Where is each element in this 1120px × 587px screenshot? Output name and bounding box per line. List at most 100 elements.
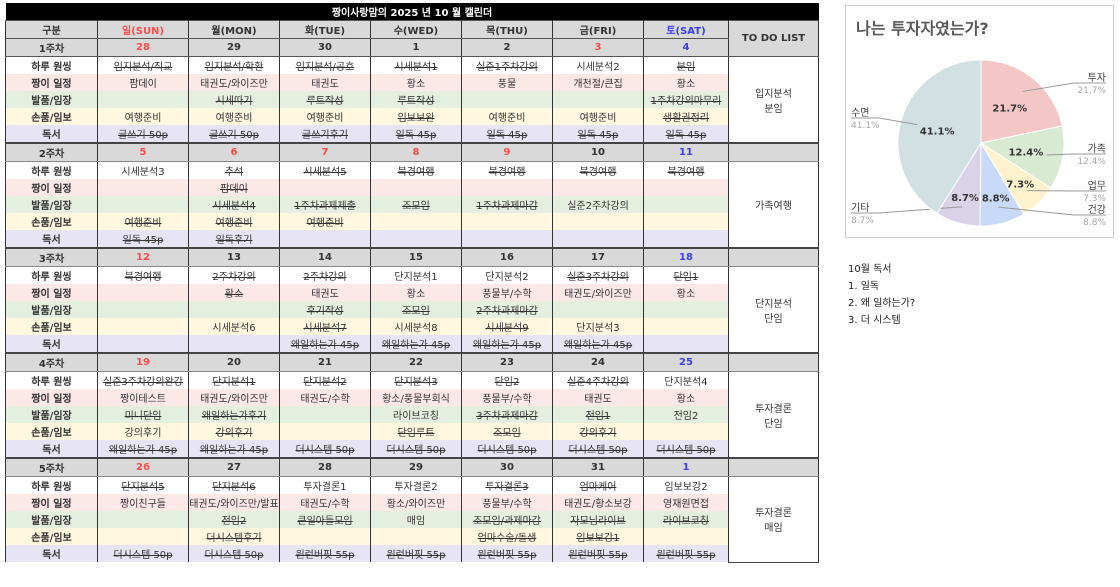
task-cell[interactable]: 임보보강2: [643, 476, 729, 494]
task-cell[interactable]: 일독 45p: [370, 125, 462, 143]
date-cell[interactable]: 21: [279, 352, 371, 372]
task-cell[interactable]: [461, 179, 553, 196]
task-cell[interactable]: 투자결론3: [461, 476, 553, 494]
task-cell[interactable]: 황소/와이즈만: [370, 494, 462, 511]
task-cell[interactable]: 황소: [188, 284, 280, 301]
task-cell[interactable]: 더시스템 50p: [461, 440, 553, 458]
task-cell[interactable]: 더시스템후기: [188, 528, 280, 545]
date-cell[interactable]: 19: [97, 352, 189, 372]
task-cell[interactable]: 영재원면접: [643, 494, 729, 511]
date-cell[interactable]: 25: [643, 352, 729, 372]
task-cell[interactable]: 황소/풍물부회식: [370, 389, 462, 406]
task-cell[interactable]: 풍물부/수학: [461, 284, 553, 301]
task-cell[interactable]: 미니단임: [97, 406, 189, 423]
task-cell[interactable]: 여행준비: [461, 108, 553, 125]
task-cell[interactable]: 황소: [370, 284, 462, 301]
task-cell[interactable]: 추석: [188, 161, 280, 179]
task-cell[interactable]: 더시스템 50p: [188, 545, 280, 562]
task-cell[interactable]: 단지분석1: [188, 371, 280, 389]
task-cell[interactable]: 단지분석3: [370, 371, 462, 389]
date-cell[interactable]: 1: [370, 38, 462, 57]
task-cell[interactable]: [370, 179, 462, 196]
task-cell[interactable]: 여행준비: [279, 213, 371, 230]
date-cell[interactable]: 22: [370, 352, 462, 372]
task-cell[interactable]: [643, 335, 729, 353]
task-cell[interactable]: [461, 230, 553, 248]
task-cell[interactable]: 팜데이: [97, 74, 189, 91]
task-cell[interactable]: 2주차강의: [188, 266, 280, 284]
task-cell[interactable]: 임보보강1: [552, 528, 644, 545]
task-cell[interactable]: 원런버핏 55p: [552, 545, 644, 562]
task-cell[interactable]: 북경여행: [370, 161, 462, 179]
task-cell[interactable]: [552, 91, 644, 108]
task-cell[interactable]: 1주차과제마감: [461, 196, 553, 213]
task-cell[interactable]: 왜일하는가 45p: [97, 440, 189, 458]
task-cell[interactable]: 분임: [643, 56, 729, 74]
date-cell[interactable]: 15: [370, 247, 462, 267]
todo-cell[interactable]: 단지분석 단임: [728, 266, 819, 354]
task-cell[interactable]: 시세분석3: [97, 161, 189, 179]
task-cell[interactable]: [97, 301, 189, 318]
task-cell[interactable]: 단지분석3: [552, 318, 644, 335]
task-cell[interactable]: 엄마케어: [552, 476, 644, 494]
task-cell[interactable]: 태권도/와이즈만/발표: [188, 494, 280, 511]
task-cell[interactable]: 태권도: [552, 389, 644, 406]
task-cell[interactable]: 시세분석1: [370, 56, 462, 74]
task-cell[interactable]: 실준4주차강의: [552, 371, 644, 389]
task-cell[interactable]: 조모임/과제마감: [461, 511, 553, 528]
date-cell[interactable]: 12: [97, 247, 189, 267]
date-cell[interactable]: 14: [279, 247, 371, 267]
date-cell[interactable]: 29: [188, 38, 280, 57]
task-cell[interactable]: 일독 45p: [461, 125, 553, 143]
date-cell[interactable]: 8: [370, 142, 462, 162]
task-cell[interactable]: 실준3주차강의: [552, 266, 644, 284]
task-cell[interactable]: 황소: [643, 74, 729, 91]
task-cell[interactable]: 일독후기: [188, 230, 280, 248]
task-cell[interactable]: 글쓰기 50p: [188, 125, 280, 143]
date-cell[interactable]: 13: [188, 247, 280, 267]
task-cell[interactable]: 전임2: [643, 406, 729, 423]
task-cell[interactable]: [552, 179, 644, 196]
task-cell[interactable]: 시세분석7: [279, 318, 371, 335]
task-cell[interactable]: 실준2주차강의: [552, 196, 644, 213]
task-cell[interactable]: 북경여행: [552, 161, 644, 179]
task-cell[interactable]: 북경여행: [461, 161, 553, 179]
task-cell[interactable]: 시세분석4: [188, 196, 280, 213]
date-cell[interactable]: 28: [97, 38, 189, 57]
task-cell[interactable]: 임지분석/학환: [188, 56, 280, 74]
task-cell[interactable]: [97, 335, 189, 353]
task-cell[interactable]: 일독 45p: [552, 125, 644, 143]
date-cell[interactable]: 16: [461, 247, 553, 267]
date-cell[interactable]: 7: [279, 142, 371, 162]
task-cell[interactable]: [552, 301, 644, 318]
task-cell[interactable]: [279, 423, 371, 440]
task-cell[interactable]: 태권도/수학: [279, 389, 371, 406]
date-cell[interactable]: 4: [643, 38, 729, 57]
date-cell[interactable]: 29: [370, 457, 462, 477]
task-cell[interactable]: 원런버핏 55p: [370, 545, 462, 562]
task-cell[interactable]: 라이브코칭: [370, 406, 462, 423]
task-cell[interactable]: 원런버핏 55p: [461, 545, 553, 562]
task-cell[interactable]: [370, 230, 462, 248]
date-cell[interactable]: 27: [188, 457, 280, 477]
task-cell[interactable]: 임보보완: [370, 108, 462, 125]
todo-cell[interactable]: 가족여행: [728, 161, 819, 249]
task-cell[interactable]: [643, 230, 729, 248]
task-cell[interactable]: 왜일하는가 45p: [188, 440, 280, 458]
task-cell[interactable]: 태권도/와이즈만: [188, 74, 280, 91]
date-cell[interactable]: 24: [552, 352, 644, 372]
task-cell[interactable]: 전임2: [188, 511, 280, 528]
task-cell[interactable]: [97, 196, 189, 213]
task-cell[interactable]: [97, 318, 189, 335]
task-cell[interactable]: 조모임: [370, 301, 462, 318]
task-cell[interactable]: 왜일하는가 45p: [552, 335, 644, 353]
date-cell[interactable]: 11: [643, 142, 729, 162]
task-cell[interactable]: 풍물부/수학: [461, 389, 553, 406]
task-cell[interactable]: [97, 511, 189, 528]
date-cell[interactable]: 5: [97, 142, 189, 162]
task-cell[interactable]: [279, 230, 371, 248]
task-cell[interactable]: [643, 196, 729, 213]
task-cell[interactable]: 2주차과제마감: [461, 301, 553, 318]
task-cell[interactable]: 단임1: [643, 266, 729, 284]
task-cell[interactable]: 2주차강의: [279, 266, 371, 284]
